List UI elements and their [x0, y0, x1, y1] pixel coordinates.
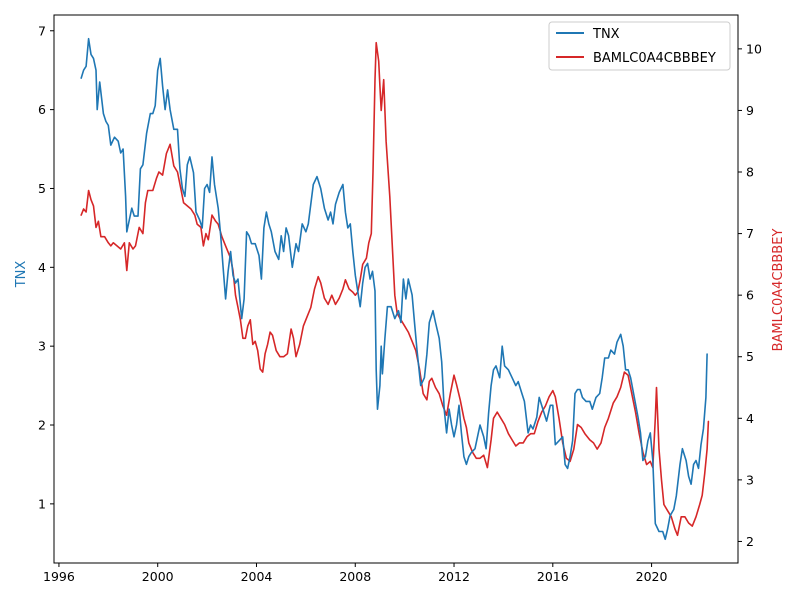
left-y-tick-label: 4 [38, 260, 46, 275]
x-tick-label: 2004 [241, 569, 273, 584]
right-y-tick-label: 5 [746, 349, 754, 364]
right-y-tick-label: 2 [746, 534, 754, 549]
left-y-tick-label: 7 [38, 23, 46, 38]
plot-frame [53, 14, 739, 564]
legend-label-bamlc0a4cbbbey: BAMLC0A4CBBBEY [593, 51, 716, 66]
x-axis: 1996 2000 2004 2008 2012 2016 2020 [43, 563, 668, 584]
series-line-tnx [80, 37, 708, 541]
right-y-tick-label: 6 [746, 288, 754, 303]
right-y-axis-label: BAMLC0A4CBBBEY [771, 229, 786, 352]
left-y-tick-label: 5 [38, 181, 46, 196]
x-tick-label: 2020 [636, 569, 668, 584]
legend: TNX BAMLC0A4CBBBEY [548, 21, 731, 71]
left-y-axis: 1 2 3 4 5 6 7 [38, 23, 54, 511]
legend-label-tnx: TNX [592, 27, 620, 42]
x-tick-label: 1996 [43, 569, 75, 584]
left-y-tick-label: 3 [38, 339, 46, 354]
right-y-tick-label: 9 [746, 103, 754, 118]
plot-lines [80, 37, 710, 541]
left-y-tick-label: 6 [38, 102, 46, 117]
x-tick-label: 2012 [438, 569, 470, 584]
x-tick-label: 2000 [142, 569, 174, 584]
x-tick-label: 2008 [339, 569, 371, 584]
series-line-bamlc0a4cbbbey [80, 41, 710, 537]
right-y-tick-label: 10 [746, 41, 762, 56]
left-y-tick-label: 1 [38, 496, 46, 511]
right-y-tick-label: 8 [746, 165, 754, 180]
right-y-axis: 2 3 4 5 6 7 8 9 10 [738, 41, 762, 549]
left-y-axis-label: TNX [14, 261, 29, 289]
right-y-tick-label: 4 [746, 411, 754, 426]
x-tick-label: 2016 [537, 569, 569, 584]
right-y-tick-label: 3 [746, 472, 754, 487]
left-y-tick-label: 2 [38, 418, 46, 433]
legend-box [548, 21, 731, 71]
right-y-tick-label: 7 [746, 226, 754, 241]
